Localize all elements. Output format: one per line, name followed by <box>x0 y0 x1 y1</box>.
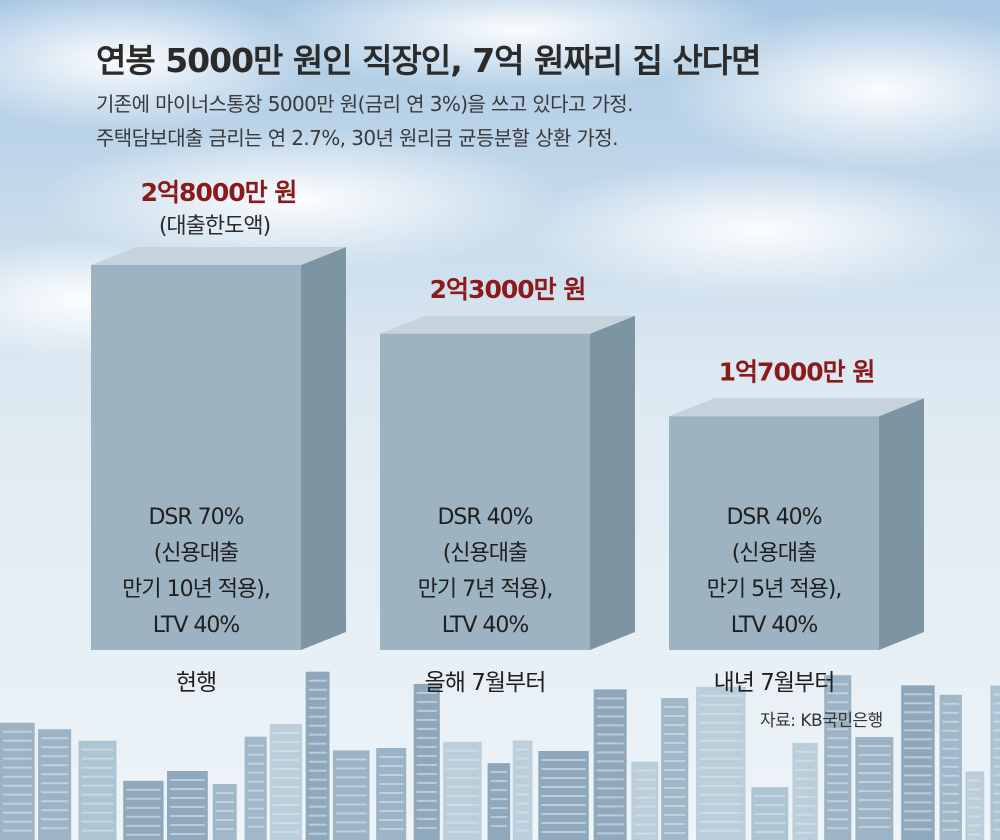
category-label-3: 내년 7월부터 <box>714 670 835 696</box>
bar-top-1 <box>91 247 346 265</box>
building <box>990 685 1000 840</box>
bar-note-1-4: LTV 40% <box>153 613 240 638</box>
bar-note-2-4: LTV 40% <box>442 613 529 638</box>
bar-side-2 <box>590 315 635 650</box>
building <box>487 763 511 840</box>
building <box>512 740 533 840</box>
bar-note-2-3: 만기 7년 적용), <box>418 577 553 602</box>
bar-note-3-2: (신용대출 <box>732 541 817 566</box>
building <box>0 722 35 840</box>
building <box>696 686 746 840</box>
subtitle-line-1: 기존에 마이너스통장 5000만 원(금리 연 3%)을 쓰고 있다고 가정. <box>96 92 633 116</box>
source-note: 자료: KB국민은행 <box>760 711 883 731</box>
building <box>901 685 935 840</box>
bar-note-3-3: 만기 5년 적용), <box>707 577 842 602</box>
value-label-note-1: (대출한도액) <box>159 214 270 239</box>
building <box>167 771 208 840</box>
bar-note-1-2: (신용대출 <box>154 541 239 566</box>
bar-note-3-1: DSR 40% <box>726 505 821 530</box>
bar-note-3-4: LTV 40% <box>731 613 818 638</box>
subtitle-line-2: 주택담보대출 금리는 연 2.7%, 30년 원리금 균등분할 상환 가정. <box>96 126 618 150</box>
bar-1 <box>91 265 301 650</box>
building <box>631 761 659 840</box>
value-label-1: 2억8000만 원 <box>141 178 297 207</box>
city-skyline <box>0 671 1000 840</box>
bar-side-3 <box>879 398 924 650</box>
value-label-2: 2억3000만 원 <box>430 275 586 304</box>
bar-note-1-1: DSR 70% <box>148 505 243 530</box>
bar-3 <box>669 416 879 650</box>
bar-2 <box>380 333 590 650</box>
category-label-1: 현행 <box>176 670 216 696</box>
bar-top-2 <box>380 315 635 334</box>
bar-top-3 <box>669 398 924 417</box>
bar-note-1-3: 만기 10년 적용), <box>122 577 270 602</box>
category-label-2: 올해 7월부터 <box>425 670 546 696</box>
building <box>78 740 117 840</box>
value-label-3: 1억7000만 원 <box>719 357 875 386</box>
bar-note-2-2: (신용대출 <box>443 541 528 566</box>
bar-note-2-1: DSR 40% <box>437 505 532 530</box>
bar-side-1 <box>301 247 346 650</box>
chart-title: 연봉 5000만 원인 직장인, 7억 원짜리 집 산다면 <box>96 41 762 80</box>
building <box>269 724 303 840</box>
building <box>244 736 267 840</box>
